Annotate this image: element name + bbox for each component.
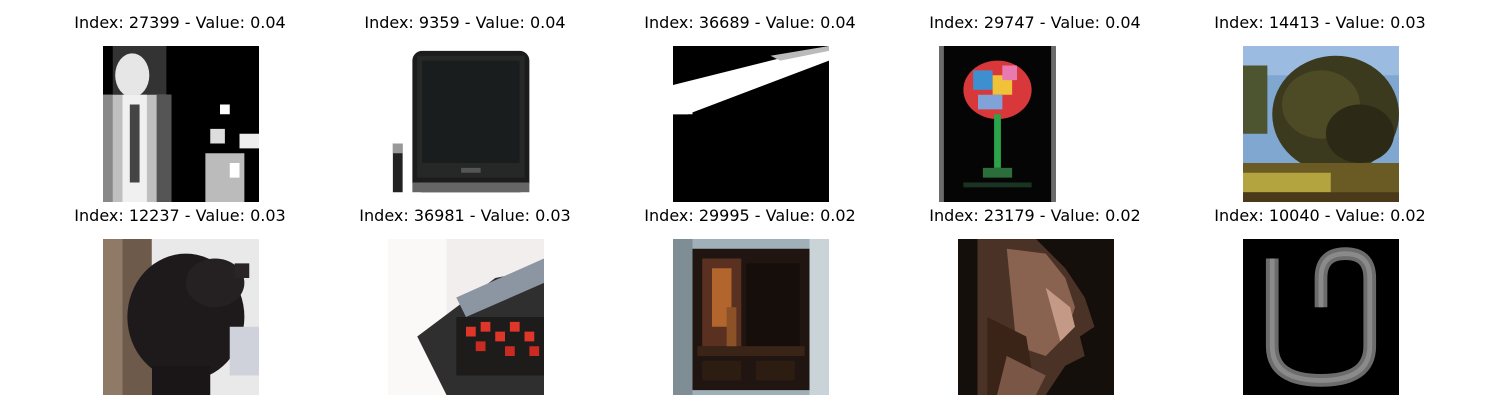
panel-image [388,239,544,395]
panel-title: Index: 12237 - Value: 0.03 [74,206,286,225]
image-panel: Index: 12237 - Value: 0.03 [37,204,323,395]
image-panel: Index: 14413 - Value: 0.03 [1177,11,1463,202]
panel-image [1243,46,1399,202]
image-panel: Index: 23179 - Value: 0.02 [892,204,1178,395]
panel-title: Index: 27399 - Value: 0.04 [74,13,286,32]
panel-image [673,239,829,395]
panel-title: Index: 10040 - Value: 0.02 [1214,206,1426,225]
image-panel: Index: 36689 - Value: 0.04 [607,11,893,202]
image-panel: Index: 10040 - Value: 0.02 [1177,204,1463,395]
image-panel: Index: 29995 - Value: 0.02 [607,204,893,395]
panel-image [939,46,1056,202]
panel-title: Index: 29995 - Value: 0.02 [644,206,856,225]
panel-title: Index: 36689 - Value: 0.04 [644,13,856,32]
panel-image [673,46,829,202]
panel-title: Index: 36981 - Value: 0.03 [359,206,571,225]
panel-image [958,239,1114,395]
panel-image [103,46,259,202]
image-panel: Index: 29747 - Value: 0.04 [892,11,1178,202]
image-panel: Index: 9359 - Value: 0.04 [322,11,608,202]
image-panel: Index: 36981 - Value: 0.03 [322,204,608,395]
panel-image [388,46,544,202]
panel-title: Index: 9359 - Value: 0.04 [364,13,566,32]
panel-image [103,239,259,395]
panel-title: Index: 29747 - Value: 0.04 [929,13,1141,32]
panel-title: Index: 23179 - Value: 0.02 [929,206,1141,225]
panel-title: Index: 14413 - Value: 0.03 [1214,13,1426,32]
panel-image [1243,239,1399,395]
image-panel: Index: 27399 - Value: 0.04 [37,11,323,202]
